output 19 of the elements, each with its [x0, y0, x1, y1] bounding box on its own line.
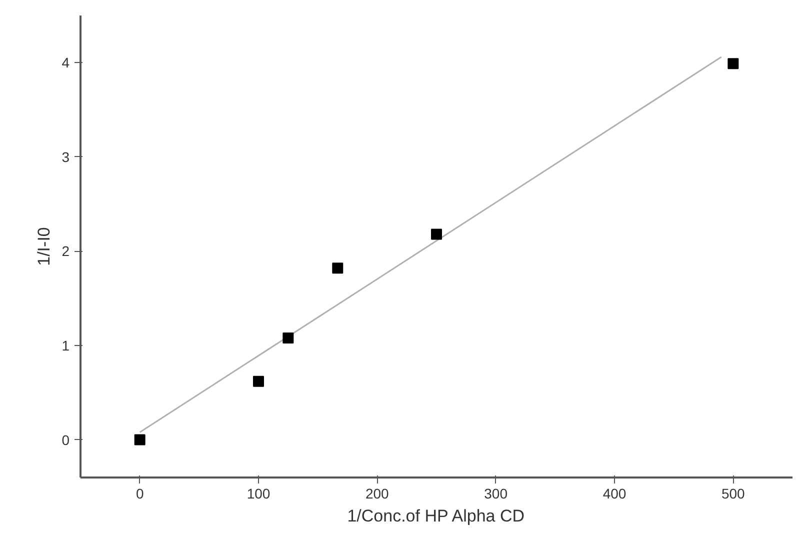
y-tick-label: 4: [62, 54, 70, 71]
y-tick-label: 1: [62, 338, 70, 354]
y-axis-title: 1/I-I0: [34, 227, 54, 266]
x-tick-label: 500: [721, 486, 746, 502]
x-tick-label: 200: [365, 486, 390, 502]
point: [431, 228, 442, 240]
point: [134, 434, 146, 446]
point: [253, 376, 264, 387]
y-tick-label: 2: [62, 243, 70, 260]
point: [332, 262, 344, 274]
x-tick-label: 100: [246, 486, 270, 502]
x-tick-label: 0: [136, 486, 144, 502]
x-axis-title: 1/Conc.of HP Alpha CD: [347, 506, 525, 526]
x-tick-label: 300: [484, 486, 508, 502]
point: [728, 58, 739, 70]
point: [282, 332, 294, 344]
x-tick-label: 400: [602, 486, 626, 502]
y-tick-label: 0: [62, 432, 70, 448]
y-tick-label: 3: [62, 148, 70, 165]
